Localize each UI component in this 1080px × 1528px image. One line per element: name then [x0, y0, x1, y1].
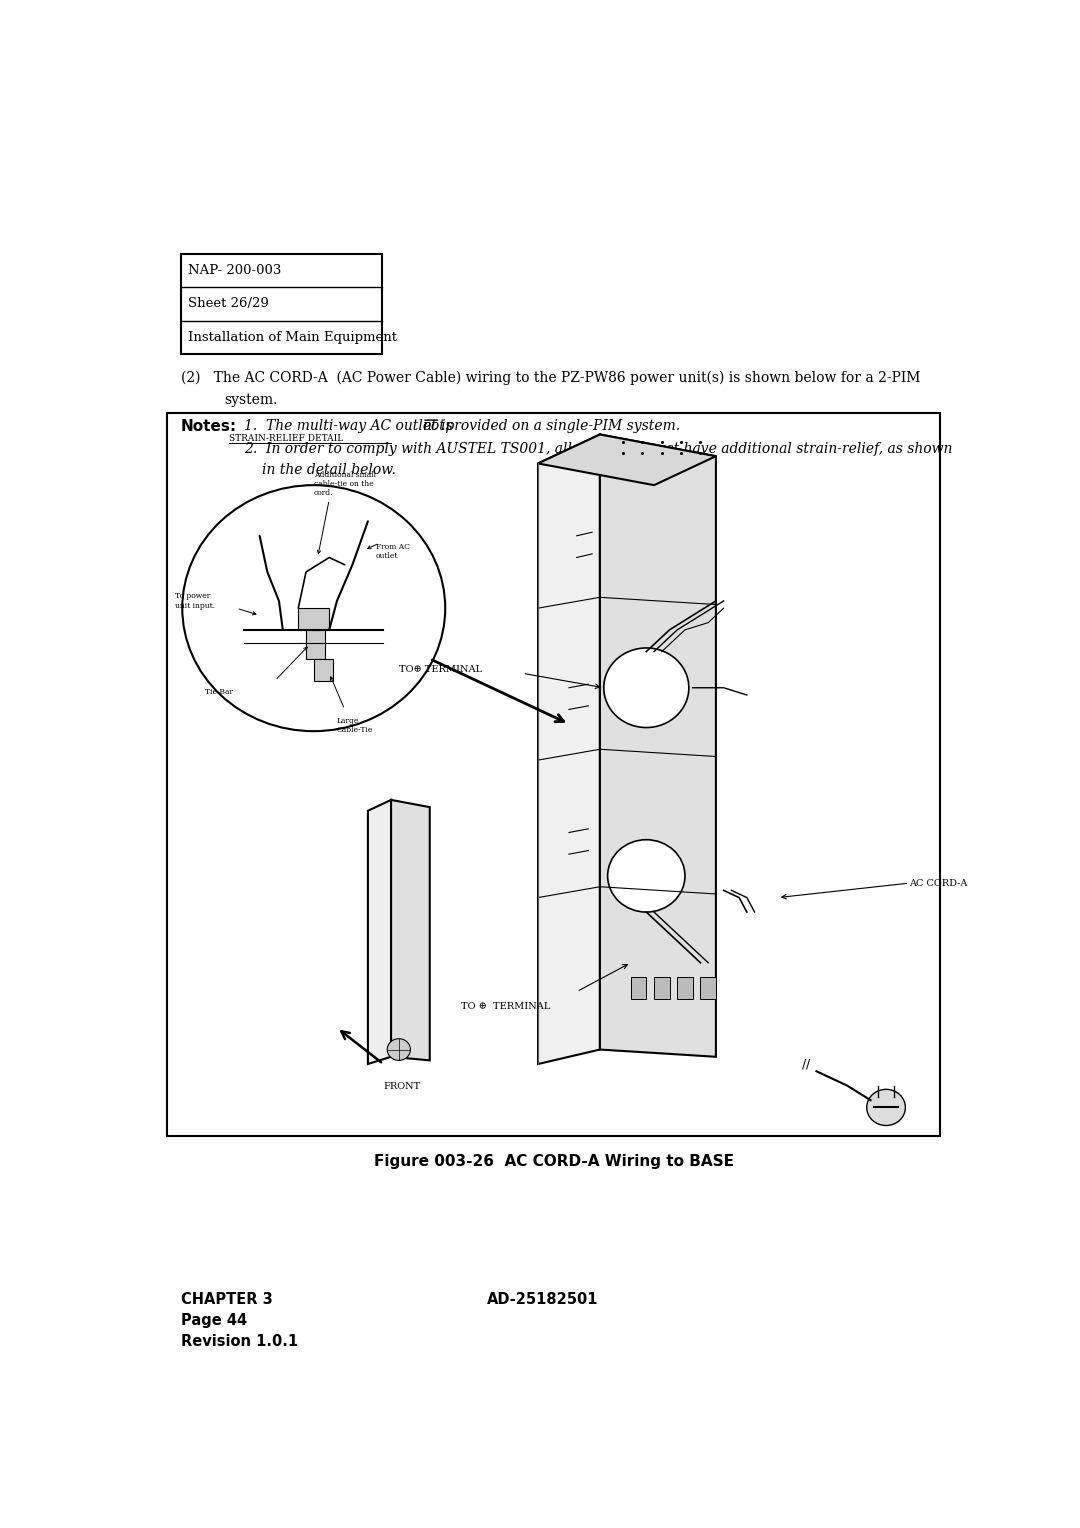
Text: in the detail below.: in the detail below.: [262, 463, 396, 477]
Text: 1.  The multi-way AC outlet is: 1. The multi-way AC outlet is: [244, 419, 457, 432]
Text: NAP- 200-003: NAP- 200-003: [188, 264, 281, 277]
Text: (2)   The AC CORD-A  (AC Power Cable) wiring to the PZ-PW86 power unit(s) is sho: (2) The AC CORD-A (AC Power Cable) wirin…: [181, 370, 920, 385]
Text: AD-25182501: AD-25182501: [486, 1291, 598, 1306]
Text: Sheet 26/29: Sheet 26/29: [188, 298, 269, 310]
Text: provided on a single-PIM system.: provided on a single-PIM system.: [441, 419, 679, 432]
FancyBboxPatch shape: [181, 254, 382, 354]
Text: Figure 003-26  AC CORD-A Wiring to BASE: Figure 003-26 AC CORD-A Wiring to BASE: [374, 1154, 733, 1169]
Text: not: not: [422, 419, 445, 432]
Text: Notes:: Notes:: [181, 419, 238, 434]
Bar: [166, 413, 941, 1137]
Text: 2.  In order to comply with AUSTEL TS001, all AC cords must have additional stra: 2. In order to comply with AUSTEL TS001,…: [244, 442, 953, 457]
Text: CHAPTER 3
Page 44
Revision 1.0.1: CHAPTER 3 Page 44 Revision 1.0.1: [181, 1291, 298, 1349]
Text: system.: system.: [225, 393, 278, 406]
Text: Installation of Main Equipment: Installation of Main Equipment: [188, 330, 396, 344]
